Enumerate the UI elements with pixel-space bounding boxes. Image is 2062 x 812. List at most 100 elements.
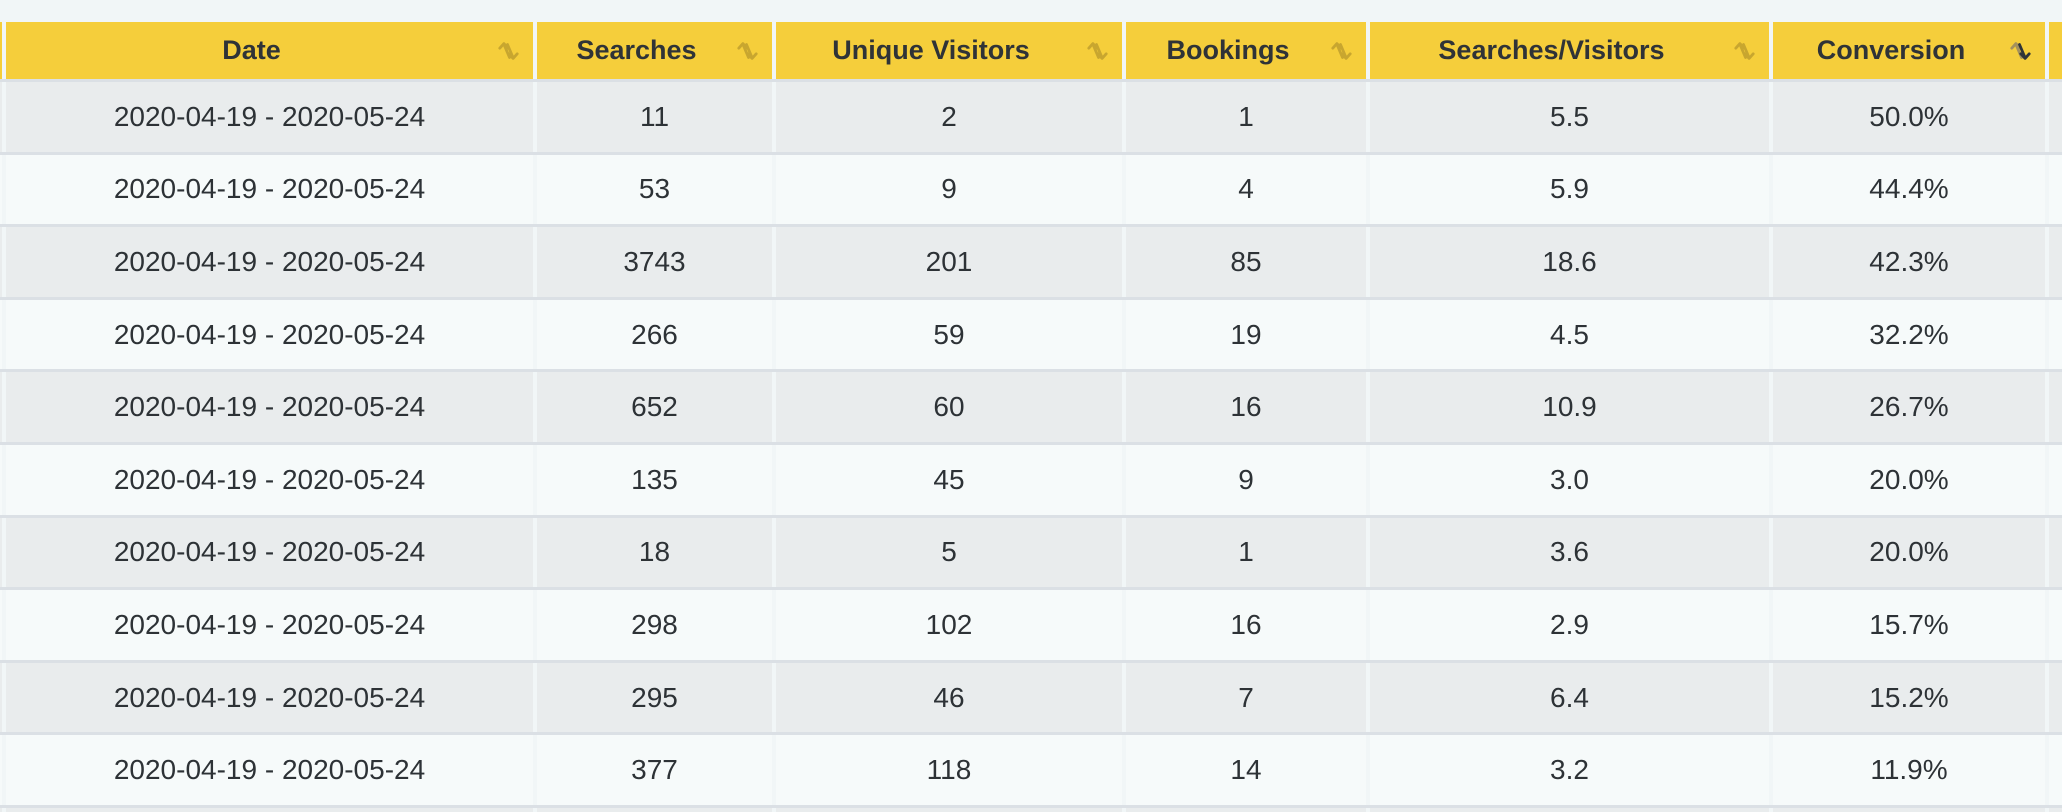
cell-searches: 295 [537,662,772,733]
cell-searches_visitors: 6.4 [1370,662,1769,733]
cell-date: 2020-04-19 - 2020-05-24 [6,444,533,515]
cell-searches: 53 [537,154,772,225]
cell-partial-left [0,590,2,660]
cell-conversion: 50.0% [1773,82,2045,152]
cell-date: 2020-04-19 - 2020-05-24 [6,517,533,588]
sort-arrows-icon [2010,41,2031,60]
header-cell-bookings[interactable]: Bookings [1126,22,1366,79]
cell-searches: 18 [537,517,772,588]
cell-partial-left [0,517,2,588]
table-row: 2020-04-19 - 2020-05-24 53 9 4 5.9 44.4% [0,154,2062,225]
cell-conversion: 15.2% [1773,662,2045,733]
cell-partial-right [2049,82,2062,152]
row-separator [0,151,2062,155]
table-row-partial [0,807,2062,812]
cell-conversion: 15.7% [1773,590,2045,660]
cell-searches_visitors [1370,807,1769,812]
cell-unique_visitors: 102 [776,590,1122,660]
table-header-row: Date Searches Unique Visitors Bookings Searc… [0,22,2062,79]
cell-conversion: 11.9% [1773,735,2045,805]
cell-searches_visitors: 4.5 [1370,299,1769,370]
cell-bookings: 1 [1126,82,1366,152]
table-row: 2020-04-19 - 2020-05-24 11 2 1 5.5 50.0% [0,82,2062,152]
cell-date: 2020-04-19 - 2020-05-24 [6,299,533,370]
header-label: Searches [576,35,697,65]
cell-partial-right [2049,590,2062,660]
header-cell-searches[interactable]: Searches [537,22,772,79]
cell-conversion: 20.0% [1773,517,2045,588]
cell-bookings: 9 [1126,444,1366,515]
header-cell-conversion[interactable]: Conversion [1773,22,2045,79]
table-row: 2020-04-19 - 2020-05-24 18 5 1 3.6 20.0% [0,517,2062,588]
cell-partial-left [0,807,2,812]
cell-searches: 266 [537,299,772,370]
cell-searches_visitors: 18.6 [1370,227,1769,297]
cell-searches_visitors: 5.5 [1370,82,1769,152]
cell-searches: 3743 [537,227,772,297]
cell-searches [537,807,772,812]
cell-bookings: 16 [1126,372,1366,442]
table-row: 2020-04-19 - 2020-05-24 377 118 14 3.2 11.9% [0,735,2062,805]
cell-partial-left [0,299,2,370]
header-cell-date[interactable]: Date [6,22,533,79]
cell-bookings: 14 [1126,735,1366,805]
header-label: Searches/Visitors [1438,35,1665,65]
row-separator [0,587,2062,591]
cell-unique_visitors: 201 [776,227,1122,297]
cell-bookings: 16 [1126,590,1366,660]
cell-partial-right [2049,299,2062,370]
table-row: 2020-04-19 - 2020-05-24 266 59 19 4.5 32.2% [0,299,2062,370]
cell-partial-left [0,735,2,805]
sort-arrows-icon [1331,41,1352,60]
header-label: Unique Visitors [832,35,1030,65]
cell-date: 2020-04-19 - 2020-05-24 [6,154,533,225]
cell-bookings [1126,807,1366,812]
row-separator [0,732,2062,736]
cell-partial-right [2049,154,2062,225]
cell-bookings: 4 [1126,154,1366,225]
row-separator [0,224,2062,228]
cell-unique_visitors: 46 [776,662,1122,733]
row-separator [0,514,2062,518]
table-row: 2020-04-19 - 2020-05-24 295 46 7 6.4 15.2% [0,662,2062,733]
row-separator [0,296,2062,300]
table-row: 2020-04-19 - 2020-05-24 298 102 16 2.9 15.7% [0,590,2062,660]
cell-date: 2020-04-19 - 2020-05-24 [6,82,533,152]
cell-unique_visitors [776,807,1122,812]
cell-partial-right [2049,372,2062,442]
cell-partial-left [0,372,2,442]
cell-conversion [1773,807,2045,812]
cell-searches: 298 [537,590,772,660]
cell-partial-right [2049,517,2062,588]
cell-date [6,807,533,812]
cell-conversion: 26.7% [1773,372,2045,442]
cell-searches: 11 [537,82,772,152]
cell-bookings: 85 [1126,227,1366,297]
cell-unique_visitors: 5 [776,517,1122,588]
cell-searches_visitors: 5.9 [1370,154,1769,225]
header-cell-partial-right [2049,22,2062,79]
cell-searches: 377 [537,735,772,805]
cell-unique_visitors: 59 [776,299,1122,370]
header-cell-unique-visitors[interactable]: Unique Visitors [776,22,1122,79]
cell-unique_visitors: 9 [776,154,1122,225]
cell-partial-right [2049,662,2062,733]
cell-searches_visitors: 3.0 [1370,444,1769,515]
cell-searches_visitors: 3.2 [1370,735,1769,805]
header-cell-searches-visitors[interactable]: Searches/Visitors [1370,22,1769,79]
table-row: 2020-04-19 - 2020-05-24 3743 201 85 18.6 42.3… [0,227,2062,297]
cell-bookings: 19 [1126,299,1366,370]
cell-unique_visitors: 45 [776,444,1122,515]
row-separator [0,369,2062,373]
sort-arrows-icon [1734,41,1755,60]
sort-arrows-icon [737,41,758,60]
table-row: 2020-04-19 - 2020-05-24 135 45 9 3.0 20.0% [0,444,2062,515]
cell-partial-left [0,154,2,225]
cell-date: 2020-04-19 - 2020-05-24 [6,735,533,805]
row-separator [0,659,2062,663]
cell-partial-left [0,444,2,515]
header-label: Date [222,35,281,65]
cell-bookings: 1 [1126,517,1366,588]
cell-partial-left [0,227,2,297]
